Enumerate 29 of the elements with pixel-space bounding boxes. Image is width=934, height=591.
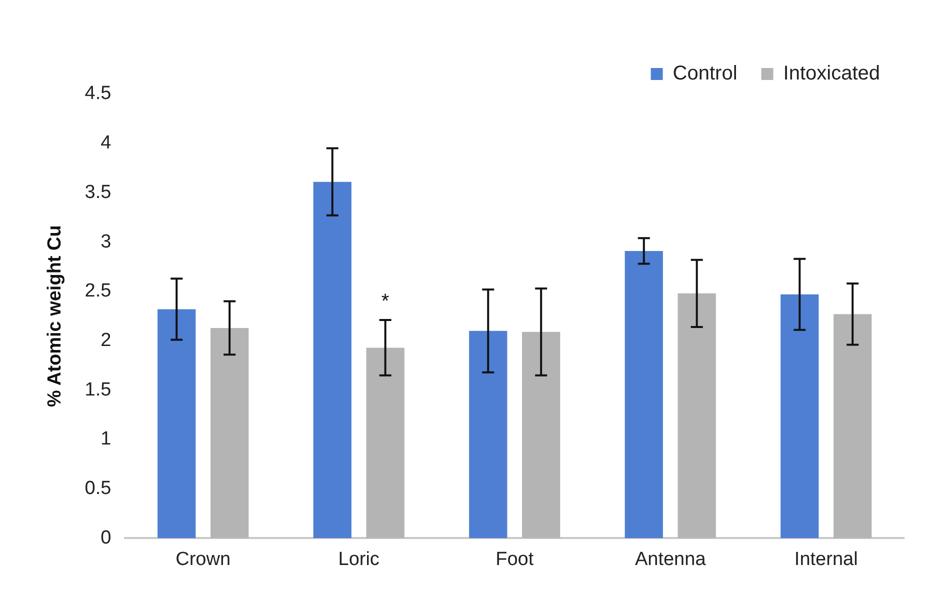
legend-label: Control	[672, 62, 738, 85]
y-tick-label: 2	[100, 330, 112, 352]
bar	[678, 293, 716, 538]
y-tick-label: 4	[100, 132, 112, 154]
bar	[366, 348, 404, 538]
bar	[834, 314, 872, 538]
bar	[780, 294, 819, 538]
y-tick-label: 3	[100, 231, 112, 252]
x-tick-label: Internal	[794, 548, 858, 570]
bar	[469, 330, 508, 538]
bar	[158, 309, 196, 538]
bar	[624, 250, 663, 538]
legend-label: Intoxicated	[783, 62, 880, 85]
y-tick-label: 0	[100, 527, 112, 548]
bar	[522, 332, 560, 538]
x-tick-label: Antenna	[634, 548, 706, 570]
y-axis-title: % Atomic weight Cu	[44, 225, 66, 408]
x-tick-label: Loric	[338, 548, 380, 570]
y-tick-label: 0.5	[84, 478, 112, 500]
x-tick-label: Crown	[176, 548, 231, 570]
y-tick-label: 1.5	[84, 379, 112, 400]
y-tick-label: 4.5	[84, 83, 112, 104]
annotation: *	[381, 290, 390, 313]
bar	[313, 182, 352, 538]
x-tick-label: Foot	[496, 548, 534, 570]
y-tick-label: 2.5	[84, 280, 112, 302]
y-tick-label: 1	[100, 428, 112, 450]
bar	[210, 328, 249, 538]
y-tick-label: 3.5	[84, 182, 112, 203]
